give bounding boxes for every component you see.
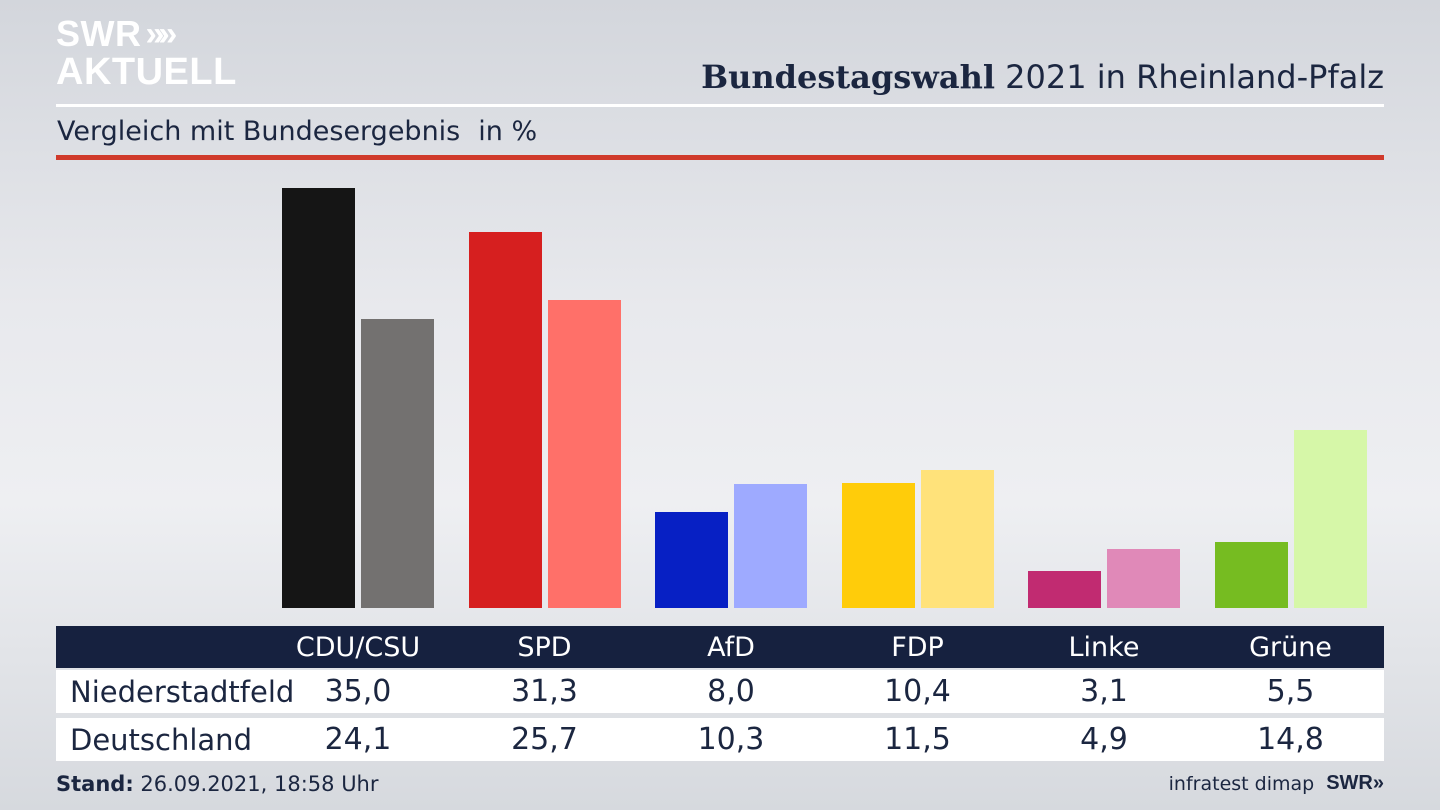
- swr-brand-logo: SWR»: [1326, 772, 1384, 794]
- results-row-niederstadtfeld: Niederstadtfeld 35,0 31,3 8,0 10,4 3,1 5,5: [56, 670, 1384, 713]
- value-cell: 25,7: [511, 722, 578, 757]
- value-cell: 24,1: [324, 722, 392, 757]
- bar-gr-ne-niederstadtfeld: [1214, 542, 1288, 608]
- value-cell: 35,0: [324, 674, 392, 709]
- row-label-deutschland: Deutschland: [70, 722, 252, 757]
- bar-chart-area: [56, 160, 1384, 610]
- bar-afd-niederstadtfeld: [655, 512, 728, 608]
- bar-fdp-niederstadtfeld: [841, 483, 915, 608]
- bar-linke-niederstadtfeld: [1028, 570, 1101, 608]
- timestamp: Stand: 26.09.2021, 18:58 Uhr: [56, 772, 379, 796]
- bar-gr-ne-deutschland: [1293, 430, 1367, 608]
- chart-title-bold: Bundestagswahl: [701, 58, 995, 96]
- bar-spd-niederstadtfeld: [468, 232, 542, 608]
- chart-subtitle: Vergleich mit Bundesergebnis in %: [57, 116, 537, 147]
- bar-afd-deutschland: [734, 484, 807, 608]
- subtitle-unit: in %: [478, 116, 538, 147]
- logo-swr-text: SWR: [56, 13, 142, 54]
- stand-label: Stand:: [56, 772, 134, 796]
- bar-fdp-deutschland: [920, 470, 994, 608]
- bar-spd-deutschland: [547, 299, 621, 608]
- value-cell: 14,8: [1257, 722, 1324, 757]
- column-header-cdu-csu: CDU/CSU: [295, 631, 421, 663]
- column-header-gr-ne: Grüne: [1249, 631, 1332, 663]
- title-divider: [56, 104, 1384, 107]
- source-text: infratest dimap: [1168, 772, 1315, 795]
- results-table-header: CDU/CSU SPD AfD FDP Linke Grüne: [56, 626, 1384, 668]
- column-header-fdp: FDP: [891, 631, 944, 663]
- value-cell: 11,5: [884, 722, 951, 757]
- chart-title-rest: 2021 in Rheinland-Pfalz: [1005, 58, 1384, 96]
- source-credit: infratest dimap SWR»: [1169, 772, 1384, 795]
- bar-linke-deutschland: [1107, 549, 1180, 608]
- value-cell: 5,5: [1266, 674, 1315, 709]
- results-row-deutschland: Deutschland 24,1 25,7 10,3 11,5 4,9 14,8: [56, 718, 1384, 761]
- value-cell: 10,3: [697, 722, 765, 757]
- column-header-spd: SPD: [517, 631, 572, 663]
- bar-cdu-csu-deutschland: [361, 318, 434, 608]
- swr-aktuell-logo: SWR»» AKTUELL: [56, 13, 237, 93]
- logo-aktuell-text: AKTUELL: [56, 51, 237, 93]
- value-cell: 4,9: [1080, 722, 1128, 757]
- logo-chevrons-icon: »: [145, 15, 165, 53]
- chart-title: Bundestagswahl 2021 in Rheinland-Pfalz: [701, 58, 1384, 96]
- subtitle-text: Vergleich mit Bundesergebnis: [57, 116, 461, 147]
- value-cell: 31,3: [511, 674, 578, 709]
- value-cell: 8,0: [707, 674, 755, 709]
- value-cell: 3,1: [1080, 674, 1128, 709]
- row-label-niederstadtfeld: Niederstadtfeld: [70, 674, 295, 709]
- column-header-afd: AfD: [707, 631, 755, 663]
- subtitle-divider: [56, 155, 1384, 160]
- bar-cdu-csu-niederstadtfeld: [282, 188, 355, 608]
- value-cell: 10,4: [884, 674, 951, 709]
- stand-value: 26.09.2021, 18:58 Uhr: [140, 772, 379, 796]
- logo-chevrons-icon-2: »: [158, 15, 177, 53]
- column-header-linke: Linke: [1068, 631, 1140, 663]
